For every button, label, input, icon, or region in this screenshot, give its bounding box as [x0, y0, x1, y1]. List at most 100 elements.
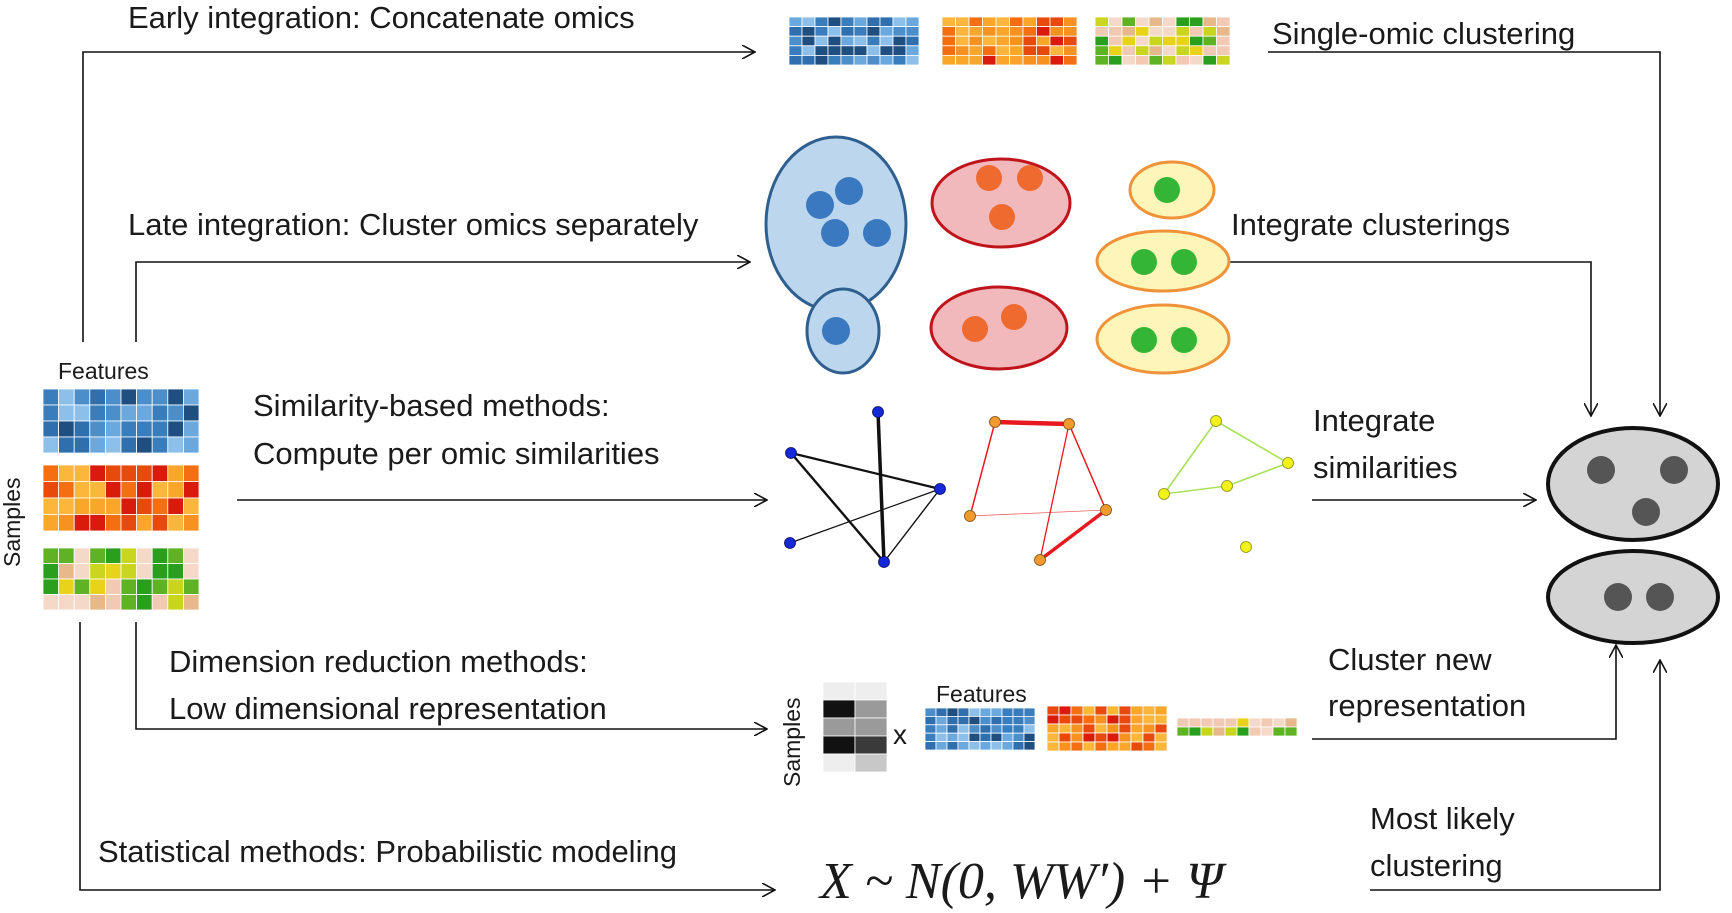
heatmap-cell: [105, 388, 122, 406]
heatmap-cell: [167, 436, 184, 454]
heatmap-cell: [990, 707, 1003, 717]
heatmap-cell: [1148, 16, 1163, 28]
heatmap-cell: [1118, 732, 1132, 743]
heatmap-cell: [1202, 35, 1217, 47]
heatmap-cell: [105, 594, 122, 611]
heatmap-cell: [995, 35, 1010, 47]
heatmap-cell: [822, 717, 856, 737]
heatmap-cell: [905, 45, 920, 56]
cluster-dot: [822, 317, 850, 345]
graph-node: [1063, 418, 1075, 430]
heatmap-cell: [1216, 26, 1231, 37]
graph-node: [1210, 415, 1222, 427]
cluster-dot: [806, 191, 834, 219]
similarity-graph-green: [1158, 415, 1294, 553]
heatmap-cell: [905, 26, 920, 37]
heatmap-cell: [182, 481, 200, 499]
heatmap-cell: [979, 707, 992, 717]
heatmap-cell: [853, 45, 868, 56]
similarity-graph-red: [964, 416, 1112, 566]
heatmap-cell: [1272, 726, 1286, 737]
heatmap-cell: [1248, 717, 1262, 728]
late-integration-label: Late integration: Cluster omics separate…: [128, 207, 699, 242]
heatmap-cell: [1154, 705, 1168, 716]
heatmap-cell: [1049, 45, 1064, 56]
heatmap-cell: [105, 464, 122, 482]
heatmap-cell: [946, 732, 959, 743]
heatmap-cell: [1200, 726, 1214, 737]
final-clusters: [1546, 426, 1720, 645]
heatmap-cell: [1212, 726, 1226, 737]
heatmap-cell: [182, 404, 200, 422]
yellow-clusters: [1095, 160, 1231, 375]
heatmap-cell: [1162, 45, 1177, 56]
heatmap-cell: [1106, 723, 1120, 734]
heatmap-cell: [105, 578, 122, 595]
heatmap-cell: [136, 404, 153, 422]
heatmap-cell: [73, 464, 91, 482]
heatmap-cell: [1135, 45, 1150, 56]
cluster-dot: [821, 219, 849, 247]
heatmap-cell: [120, 594, 138, 611]
dimred-samples-label: Samples: [779, 697, 805, 787]
single-omic-to-final-arrow: [1268, 51, 1660, 416]
final-cluster-top: [1546, 426, 1720, 542]
heatmap-cell: [73, 563, 91, 580]
heatmap-cell: [120, 547, 138, 564]
heatmap-cell: [1202, 45, 1217, 56]
low-dim-samples-matrix: [822, 681, 888, 773]
heatmap-cell: [1121, 45, 1136, 56]
red-cluster-large: [930, 157, 1072, 249]
heatmap-cell: [42, 514, 60, 532]
heatmap-cell: [1189, 55, 1204, 66]
graph-node: [1034, 554, 1046, 566]
heatmap-cell: [1118, 714, 1132, 725]
heatmap-cell: [1009, 55, 1024, 66]
graph-node: [785, 447, 797, 459]
heatmap-cell: [990, 716, 1003, 726]
cluster-dot: [962, 316, 988, 342]
heatmap-cell: [151, 547, 169, 564]
features-axis-label: Features: [58, 358, 149, 384]
heatmap-cell: [1189, 35, 1204, 47]
heatmap-cell: [151, 481, 169, 499]
heatmap-cell: [151, 420, 169, 438]
left-mixed-omic-heatmap: [42, 547, 200, 611]
heatmap-cell: [73, 547, 91, 564]
heatmap-cell: [1216, 45, 1231, 56]
graph-node: [1100, 504, 1112, 516]
heatmap-cell: [935, 724, 948, 734]
heatmap-cell: [1148, 45, 1163, 56]
heatmap-cell: [935, 707, 948, 717]
heatmap-cell: [968, 55, 983, 66]
statistical-methods-label: Statistical methods: Probabilistic model…: [98, 834, 677, 869]
heatmap-cell: [1094, 55, 1109, 66]
cluster-dot: [989, 204, 1015, 230]
heatmap-cell: [73, 436, 91, 454]
heatmap-cell: [89, 563, 106, 580]
heatmap-cell: [1108, 45, 1123, 56]
heatmap-cell: [1049, 16, 1064, 28]
heatmap-cell: [89, 497, 106, 515]
heatmap-cell: [1070, 723, 1084, 734]
heatmap-cell: [1036, 16, 1051, 28]
heatmap-cell: [58, 594, 75, 611]
heatmap-cell: [982, 35, 997, 47]
heatmap-cell: [1058, 714, 1072, 725]
integrate-clusterings-label: Integrate clusterings: [1231, 207, 1511, 242]
heatmap-cell: [105, 563, 122, 580]
heatmap-cell: [1001, 716, 1014, 726]
heatmap-cell: [982, 45, 997, 56]
heatmap-cell: [1063, 26, 1078, 37]
heatmap-cell: [1023, 707, 1036, 717]
heatmap-cell: [1148, 35, 1163, 47]
heatmap-cell: [946, 724, 959, 734]
heatmap-cell: [167, 547, 184, 564]
heatmap-cell: [120, 578, 138, 595]
heatmap-cell: [935, 716, 948, 726]
heatmap-cell: [955, 35, 970, 47]
heatmap-cell: [73, 481, 91, 499]
heatmap-cell: [968, 45, 983, 56]
heatmap-cell: [995, 26, 1010, 37]
